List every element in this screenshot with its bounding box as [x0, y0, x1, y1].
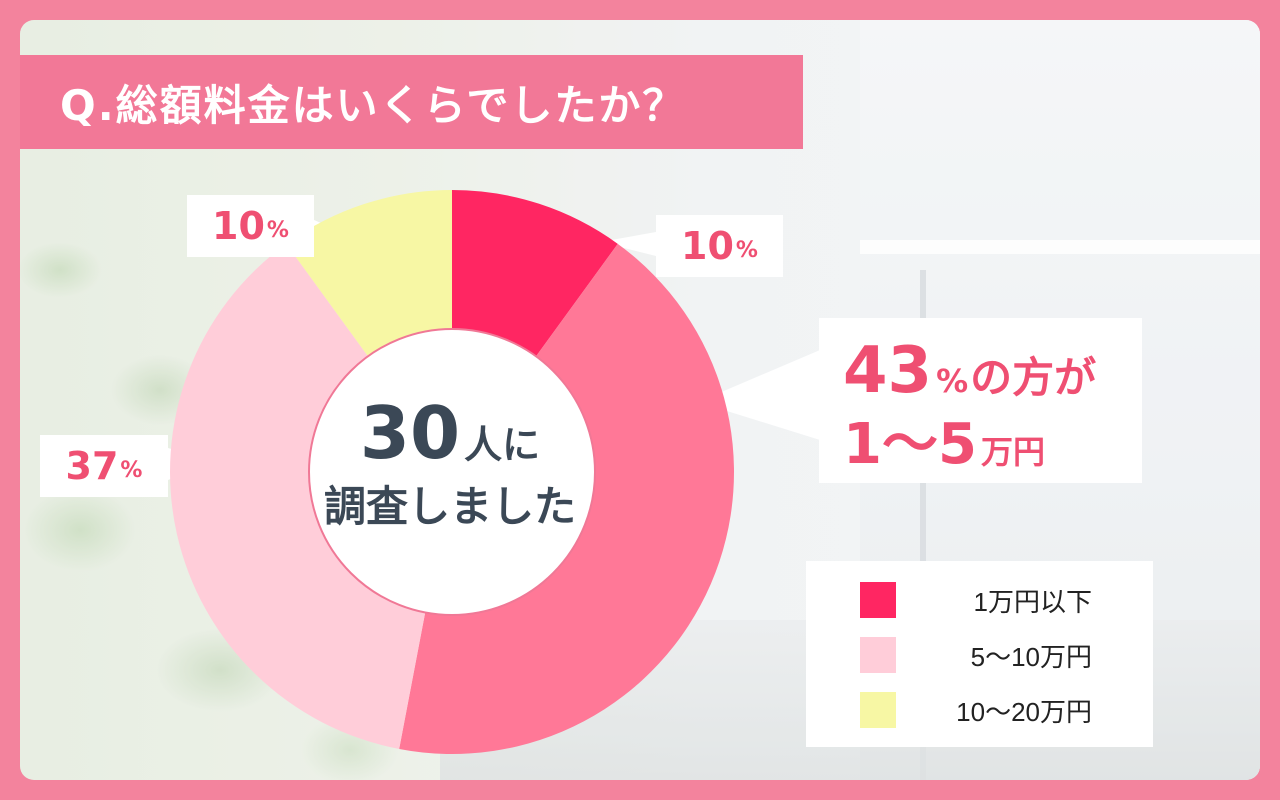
question-title: Q.総額料金はいくらでしたか？: [60, 80, 687, 130]
legend-swatch: [860, 582, 896, 618]
legend-label: 10〜20万円: [956, 696, 1092, 727]
legend-item: 10〜20万円: [860, 690, 1140, 730]
label-upper-left-unit: %: [266, 217, 289, 243]
legend-item: 5〜10万円: [860, 635, 1140, 675]
label-left-value: 37: [65, 444, 119, 488]
label-upper-left-value: 10: [212, 204, 265, 248]
donut-slice-4: [286, 190, 452, 357]
respondent-suffix: 人に: [464, 423, 541, 467]
label-upper-right-value: 10: [681, 224, 734, 268]
legend-swatch: [860, 692, 896, 728]
donut-hole: [308, 328, 596, 616]
legend-label: 5〜10万円: [970, 641, 1092, 672]
respondent-count: 30: [359, 391, 461, 475]
callout-percent-sign: %: [936, 362, 969, 400]
label-upper-right: 10 %: [656, 215, 783, 277]
legend-swatch: [860, 637, 896, 673]
label-upper-left: 10 %: [187, 195, 314, 257]
donut-slices: [170, 190, 734, 754]
callout-range: 1〜5: [843, 412, 977, 477]
chart-legend: 1万円以下 5〜10万円 10〜20万円: [806, 561, 1153, 747]
label-upper-right-unit: %: [735, 237, 758, 263]
legend-label: 1万円以下: [973, 586, 1092, 617]
callout-unit: 万円: [980, 433, 1045, 471]
label-left-unit: %: [120, 457, 143, 483]
callout-text: の方が: [970, 353, 1097, 402]
label-left: 37 %: [40, 435, 168, 497]
question-banner: Q.総額料金はいくらでしたか？: [20, 55, 803, 149]
donut-center-text: 30 人に 調査しました: [310, 385, 590, 565]
donut-slice-2: [399, 243, 734, 754]
donut-slice-1: [452, 190, 618, 357]
donut-slice-3: [170, 243, 426, 750]
pointer-upper-right: [600, 232, 656, 256]
highlight-callout: 43 % の方が 1〜5 万円: [819, 318, 1142, 483]
pointer-callout: [698, 350, 820, 440]
legend-item: 1万円以下: [860, 580, 1140, 620]
survey-caption: 調査しました: [323, 482, 576, 531]
callout-percent-value: 43: [843, 334, 933, 408]
